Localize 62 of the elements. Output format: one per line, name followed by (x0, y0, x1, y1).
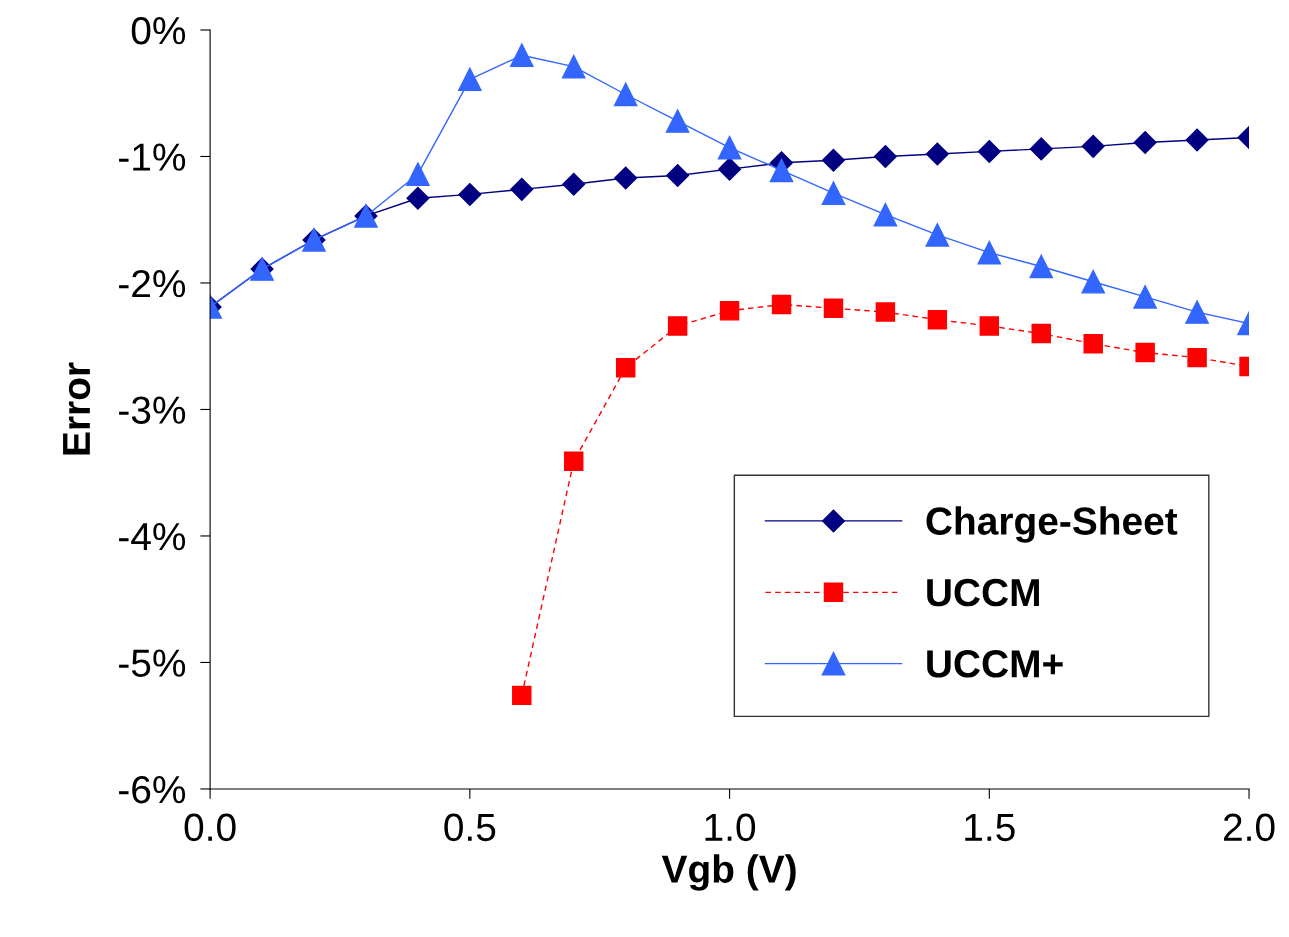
point (562, 172, 586, 196)
point (718, 157, 742, 181)
point (1187, 347, 1207, 368)
point (927, 309, 948, 330)
y-tick-label: -6% (119, 775, 186, 804)
point (615, 358, 636, 378)
point (875, 302, 896, 322)
point (1133, 131, 1157, 155)
point (925, 142, 949, 166)
point (979, 316, 1000, 336)
point (1029, 254, 1054, 279)
point (1133, 285, 1157, 309)
point (977, 240, 1002, 265)
point (1081, 269, 1106, 294)
point (1083, 333, 1103, 354)
point (406, 162, 430, 186)
y-tick-label: -4% (119, 523, 186, 551)
point (667, 316, 688, 336)
point (1135, 342, 1155, 363)
point (925, 223, 950, 247)
point (666, 163, 690, 187)
point (821, 181, 846, 205)
x-tick-label: 0.0 (184, 813, 236, 842)
y-tick-label: 0% (131, 16, 186, 45)
x-axis-title: Vgb (V) (661, 854, 796, 891)
x-tick-label: 1.5 (965, 813, 1015, 842)
point (719, 301, 740, 321)
point (771, 294, 792, 315)
point (873, 202, 898, 227)
point (823, 298, 844, 318)
x-tick-label: 2.0 (1223, 813, 1275, 842)
point (769, 158, 794, 183)
legend-label: UCCM+ (927, 650, 1063, 678)
point (512, 685, 532, 706)
point (1031, 323, 1051, 344)
y-tick-label: -3% (119, 396, 186, 424)
point (406, 186, 430, 210)
point (821, 148, 845, 172)
y-tick-label: -5% (119, 649, 186, 677)
y-tick-label: -1% (119, 143, 186, 171)
y-axis-title: Error (63, 362, 91, 455)
legend-label: Charge-Sheet (926, 506, 1178, 543)
point (458, 182, 482, 206)
point (977, 139, 1001, 163)
point (458, 67, 482, 92)
point (510, 177, 534, 201)
x-tick-label: 1.0 (705, 813, 756, 842)
point (1185, 128, 1209, 152)
point (717, 135, 742, 160)
point (665, 109, 690, 133)
x-tick-label: 0.5 (444, 813, 496, 842)
point (564, 451, 584, 472)
point (509, 43, 534, 68)
point (1029, 137, 1053, 161)
y-tick-label: -2% (119, 269, 186, 298)
point (614, 166, 638, 190)
point (561, 54, 586, 79)
point (613, 82, 638, 107)
point (1081, 134, 1105, 158)
point (873, 144, 897, 168)
legend-label: UCCM (927, 578, 1039, 607)
point (1185, 300, 1209, 324)
